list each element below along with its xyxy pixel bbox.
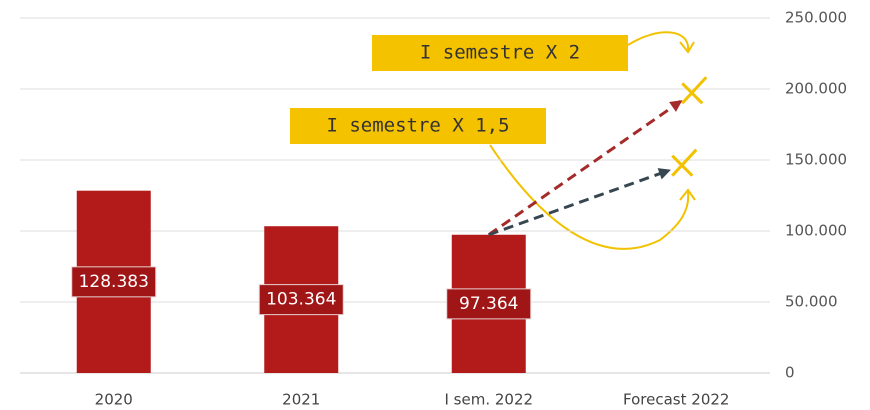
y-tick-label: 100.000 [785,222,847,240]
projection-mark [681,76,708,105]
value-label-bg [446,288,532,320]
curved-arrow [489,144,690,250]
x-tick-label: 2021 [282,391,320,409]
arrow-head [679,188,696,201]
x-tick-label: Forecast 2022 [623,391,729,409]
annotation: I semestre X 2 [420,42,580,64]
y-tick-label: 250.000 [785,9,847,27]
arrow-head [679,41,695,54]
annotation-bg [372,35,628,71]
x-tick-label: I sem. 2022 [444,391,533,409]
value-label: 128.383 [79,272,149,292]
y-tick-label: 150.000 [785,151,847,169]
y-tick-label: 50.000 [785,293,838,311]
projection-arrow [487,100,682,236]
x-tick-label: 2020 [95,391,133,409]
arrow-head [657,168,671,180]
annotation-decor [489,31,696,250]
y-tick-label: 200.000 [785,80,847,98]
annotation: I semestre X 1,5 [326,115,509,137]
x-stroke [681,76,708,105]
value-label: 97.364 [459,294,518,314]
value-label-bg [71,266,157,298]
annotation-bg [290,108,546,144]
curved-arrow [627,31,690,51]
arrow-head [669,100,683,112]
x-stroke [671,148,698,177]
projection-mark [671,148,698,177]
value-label-bg [258,284,344,316]
y-tick-label: 0 [785,364,795,382]
value-label: 103.364 [266,290,336,310]
